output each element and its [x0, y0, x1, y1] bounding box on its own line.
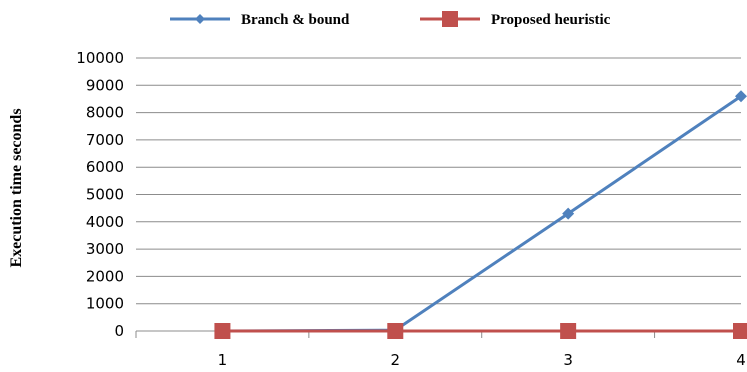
y-tick-label-4000: 4000	[86, 213, 124, 231]
data-point-proposed-heuristic-3	[560, 323, 577, 339]
x-tick-label-4: 4	[736, 351, 746, 369]
y-tick-label-9000: 9000	[86, 76, 124, 94]
data-point-branch-bound-3	[562, 207, 575, 220]
y-tick-label-8000: 8000	[86, 104, 124, 122]
y-tick-label-6000: 6000	[86, 158, 124, 176]
data-point-proposed-heuristic-1	[214, 323, 231, 339]
y-axis-label: Execution time seconds	[8, 108, 25, 267]
x-tick-label-2: 2	[391, 351, 401, 369]
gridlines	[136, 57, 741, 305]
y-tick-label-1000: 1000	[86, 295, 124, 313]
y-tick-label-10000: 10000	[76, 49, 124, 67]
legend: Branch & bound Proposed heuristic	[170, 11, 611, 28]
x-tick-label-3: 3	[563, 351, 573, 369]
y-tick-label-3000: 3000	[86, 240, 124, 258]
data-point-proposed-heuristic-4	[733, 323, 747, 339]
y-tick-label-5000: 5000	[86, 186, 124, 204]
legend-marker-diamond-icon	[195, 14, 205, 24]
legend-label-branch-and-bound: Branch & bound	[241, 12, 350, 28]
legend-label-proposed-heuristic: Proposed heuristic	[491, 12, 611, 28]
data-point-branch-bound-4	[735, 90, 747, 103]
data-point-proposed-heuristic-2	[387, 323, 404, 339]
y-tick-labels: 0 1000 2000 3000 4000 5000 6000 7000 8000 9000 100…	[76, 49, 124, 340]
legend-marker-square-icon	[442, 11, 458, 27]
y-tick-label-0: 0	[114, 322, 124, 340]
y-tick-label-2000: 2000	[86, 267, 124, 285]
series-line-branch-bound	[222, 94, 742, 333]
y-tick-label-7000: 7000	[86, 131, 124, 149]
series-group	[214, 90, 747, 339]
x-tick-label-1: 1	[218, 351, 228, 369]
